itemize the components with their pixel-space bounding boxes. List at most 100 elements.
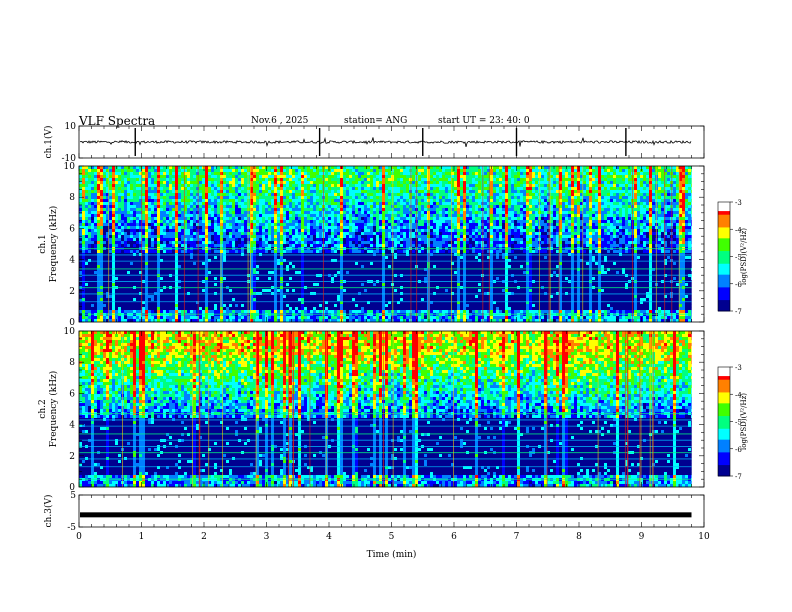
spectrogram-cell [496,223,500,227]
spectrogram-cell [238,223,242,227]
spectrogram-cell [139,217,143,221]
spectrogram-cell [691,193,692,197]
spectrogram-cell [688,214,692,218]
spectrogram-cell [235,178,239,182]
spectrogram-cell [568,187,572,191]
spectrogram-cell [619,181,623,185]
spectrogram-cell [643,211,647,215]
spectrogram-cell [574,220,578,224]
spectrogram-cell [202,208,206,212]
spectrogram-cell [502,226,506,230]
spectrogram-cell [232,226,236,230]
spectrogram-cell [403,205,407,209]
spectrogram-cell [634,229,638,233]
spectrogram-cell [97,172,101,176]
spectrogram-cell [307,205,311,209]
spectrogram-cell [115,199,119,203]
spectrogram-cell [202,229,206,233]
spectrogram-cell [196,214,200,218]
spectrogram-cell [196,211,200,215]
spectrogram-cell [610,187,614,191]
spectrogram-cell [193,187,197,191]
spectrogram-cell [340,217,344,221]
spectrogram-cell [340,175,344,179]
spectrogram-cell [238,202,242,206]
spectrogram-cell [406,184,410,188]
spectrogram-cell [130,208,134,212]
spectrogram-cell [274,208,278,212]
spectrogram-cell [184,211,188,215]
spectrogram-cell [424,169,428,173]
spectrogram-cell [520,211,524,215]
spectrogram-cell [508,187,512,191]
spectrogram-cell [604,214,608,218]
spectrogram-cell [403,175,407,179]
spectrogram-cell [676,202,680,206]
spectrogram-cell [436,232,440,236]
spectrogram-cell [445,172,449,176]
spectrogram-cell [172,196,176,200]
spectrogram-cell [424,196,428,200]
spectrogram-cell [529,199,533,203]
spectrogram-cell [598,205,602,209]
spectrogram-cell [637,217,641,221]
spectrogram-cell [109,232,113,236]
spectrogram-cell [418,166,422,170]
spectrogram-cell [535,175,539,179]
spectrogram-cell [223,172,227,176]
spectrogram-cell [289,175,293,179]
spectrogram-cell [148,172,152,176]
spectrogram-cell [196,205,200,209]
spectrogram-cell [352,169,356,173]
spectrogram-cell [118,208,122,212]
spectrogram-cell [196,193,200,197]
spectrogram-cell [355,181,359,185]
spectrogram-cell [478,202,482,206]
spectrogram-cell [568,220,572,224]
spectrogram-cell [442,169,446,173]
spectrogram-cell [280,202,284,206]
spectrogram-cell [478,178,482,182]
spectrogram-cell [88,190,92,194]
spectrogram-cell [199,235,203,239]
spectrogram-cell [571,172,575,176]
spectrogram-cell [541,190,545,194]
spectrogram-cell [550,202,554,206]
spectrogram-cell [151,217,155,221]
spectrogram-cell [82,208,86,212]
spectrogram-cell [595,220,599,224]
spectrogram-cell [466,232,470,236]
spectrogram-cell [586,184,590,188]
spectrogram-cell [214,223,218,227]
spectrogram-cell [469,220,473,224]
spectrogram-cell [301,211,305,215]
spectrogram-cell [454,184,458,188]
spectrogram-cell [445,223,449,227]
spectrogram-cell [91,214,95,218]
spectrogram-cell [601,181,605,185]
spectrogram-cell [220,184,224,188]
spectrogram-cell [163,190,167,194]
spectrogram-cell [172,193,176,197]
spectrogram-cell [328,235,332,239]
spectrogram-cell [214,232,218,236]
spectrogram-cell [532,172,536,176]
spectrogram-cell [79,229,83,233]
spectrogram-cell [97,208,101,212]
spectrogram-cell [460,190,464,194]
spectrogram-cell [304,166,308,170]
spectrogram-cell [229,205,233,209]
spectrogram-cell [676,220,680,224]
spectrogram-cell [652,211,656,215]
spectrogram-cell [556,193,560,197]
spectrogram-cell [412,214,416,218]
spectrogram-cell [85,205,89,209]
spectrogram-cell [562,187,566,191]
spectrogram-cell [208,199,212,203]
spectrogram-cell [550,193,554,197]
spectrogram-cell [346,187,350,191]
spectrogram-cell [244,214,248,218]
spectrogram-cell [343,223,347,227]
spectrogram-cell [187,181,191,185]
spectrogram-cell [337,226,341,230]
